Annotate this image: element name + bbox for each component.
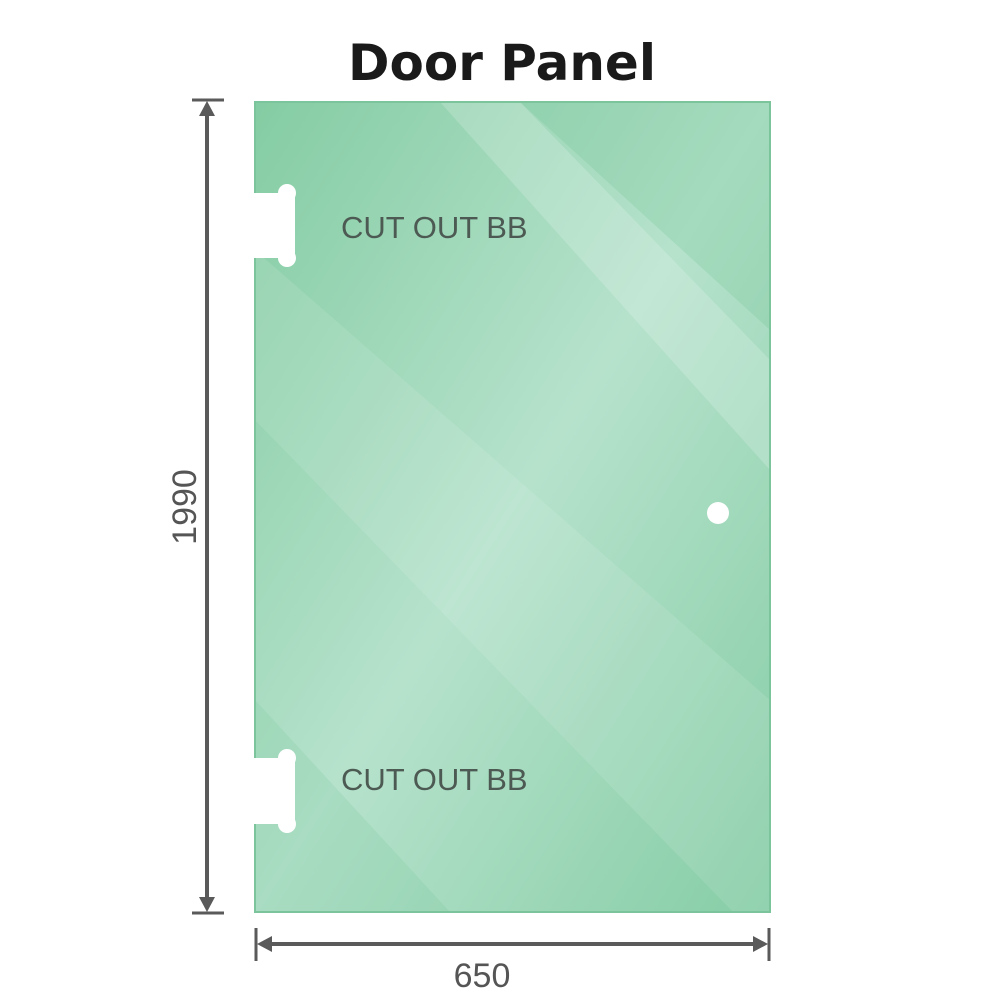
height-dimension-line bbox=[192, 98, 224, 915]
width-label: 650 bbox=[454, 957, 511, 995]
cutout-bottom bbox=[250, 749, 296, 833]
height-label: 1990 bbox=[166, 469, 204, 545]
cutout-top bbox=[250, 184, 296, 267]
cutout-bottom-label: CUT OUT BB bbox=[341, 762, 528, 797]
glass-panel bbox=[254, 101, 771, 950]
page-title: Door Panel bbox=[348, 34, 656, 92]
width-dimension-line bbox=[254, 928, 771, 961]
handle-hole bbox=[707, 502, 729, 524]
cutout-top-label: CUT OUT BB bbox=[341, 210, 528, 245]
